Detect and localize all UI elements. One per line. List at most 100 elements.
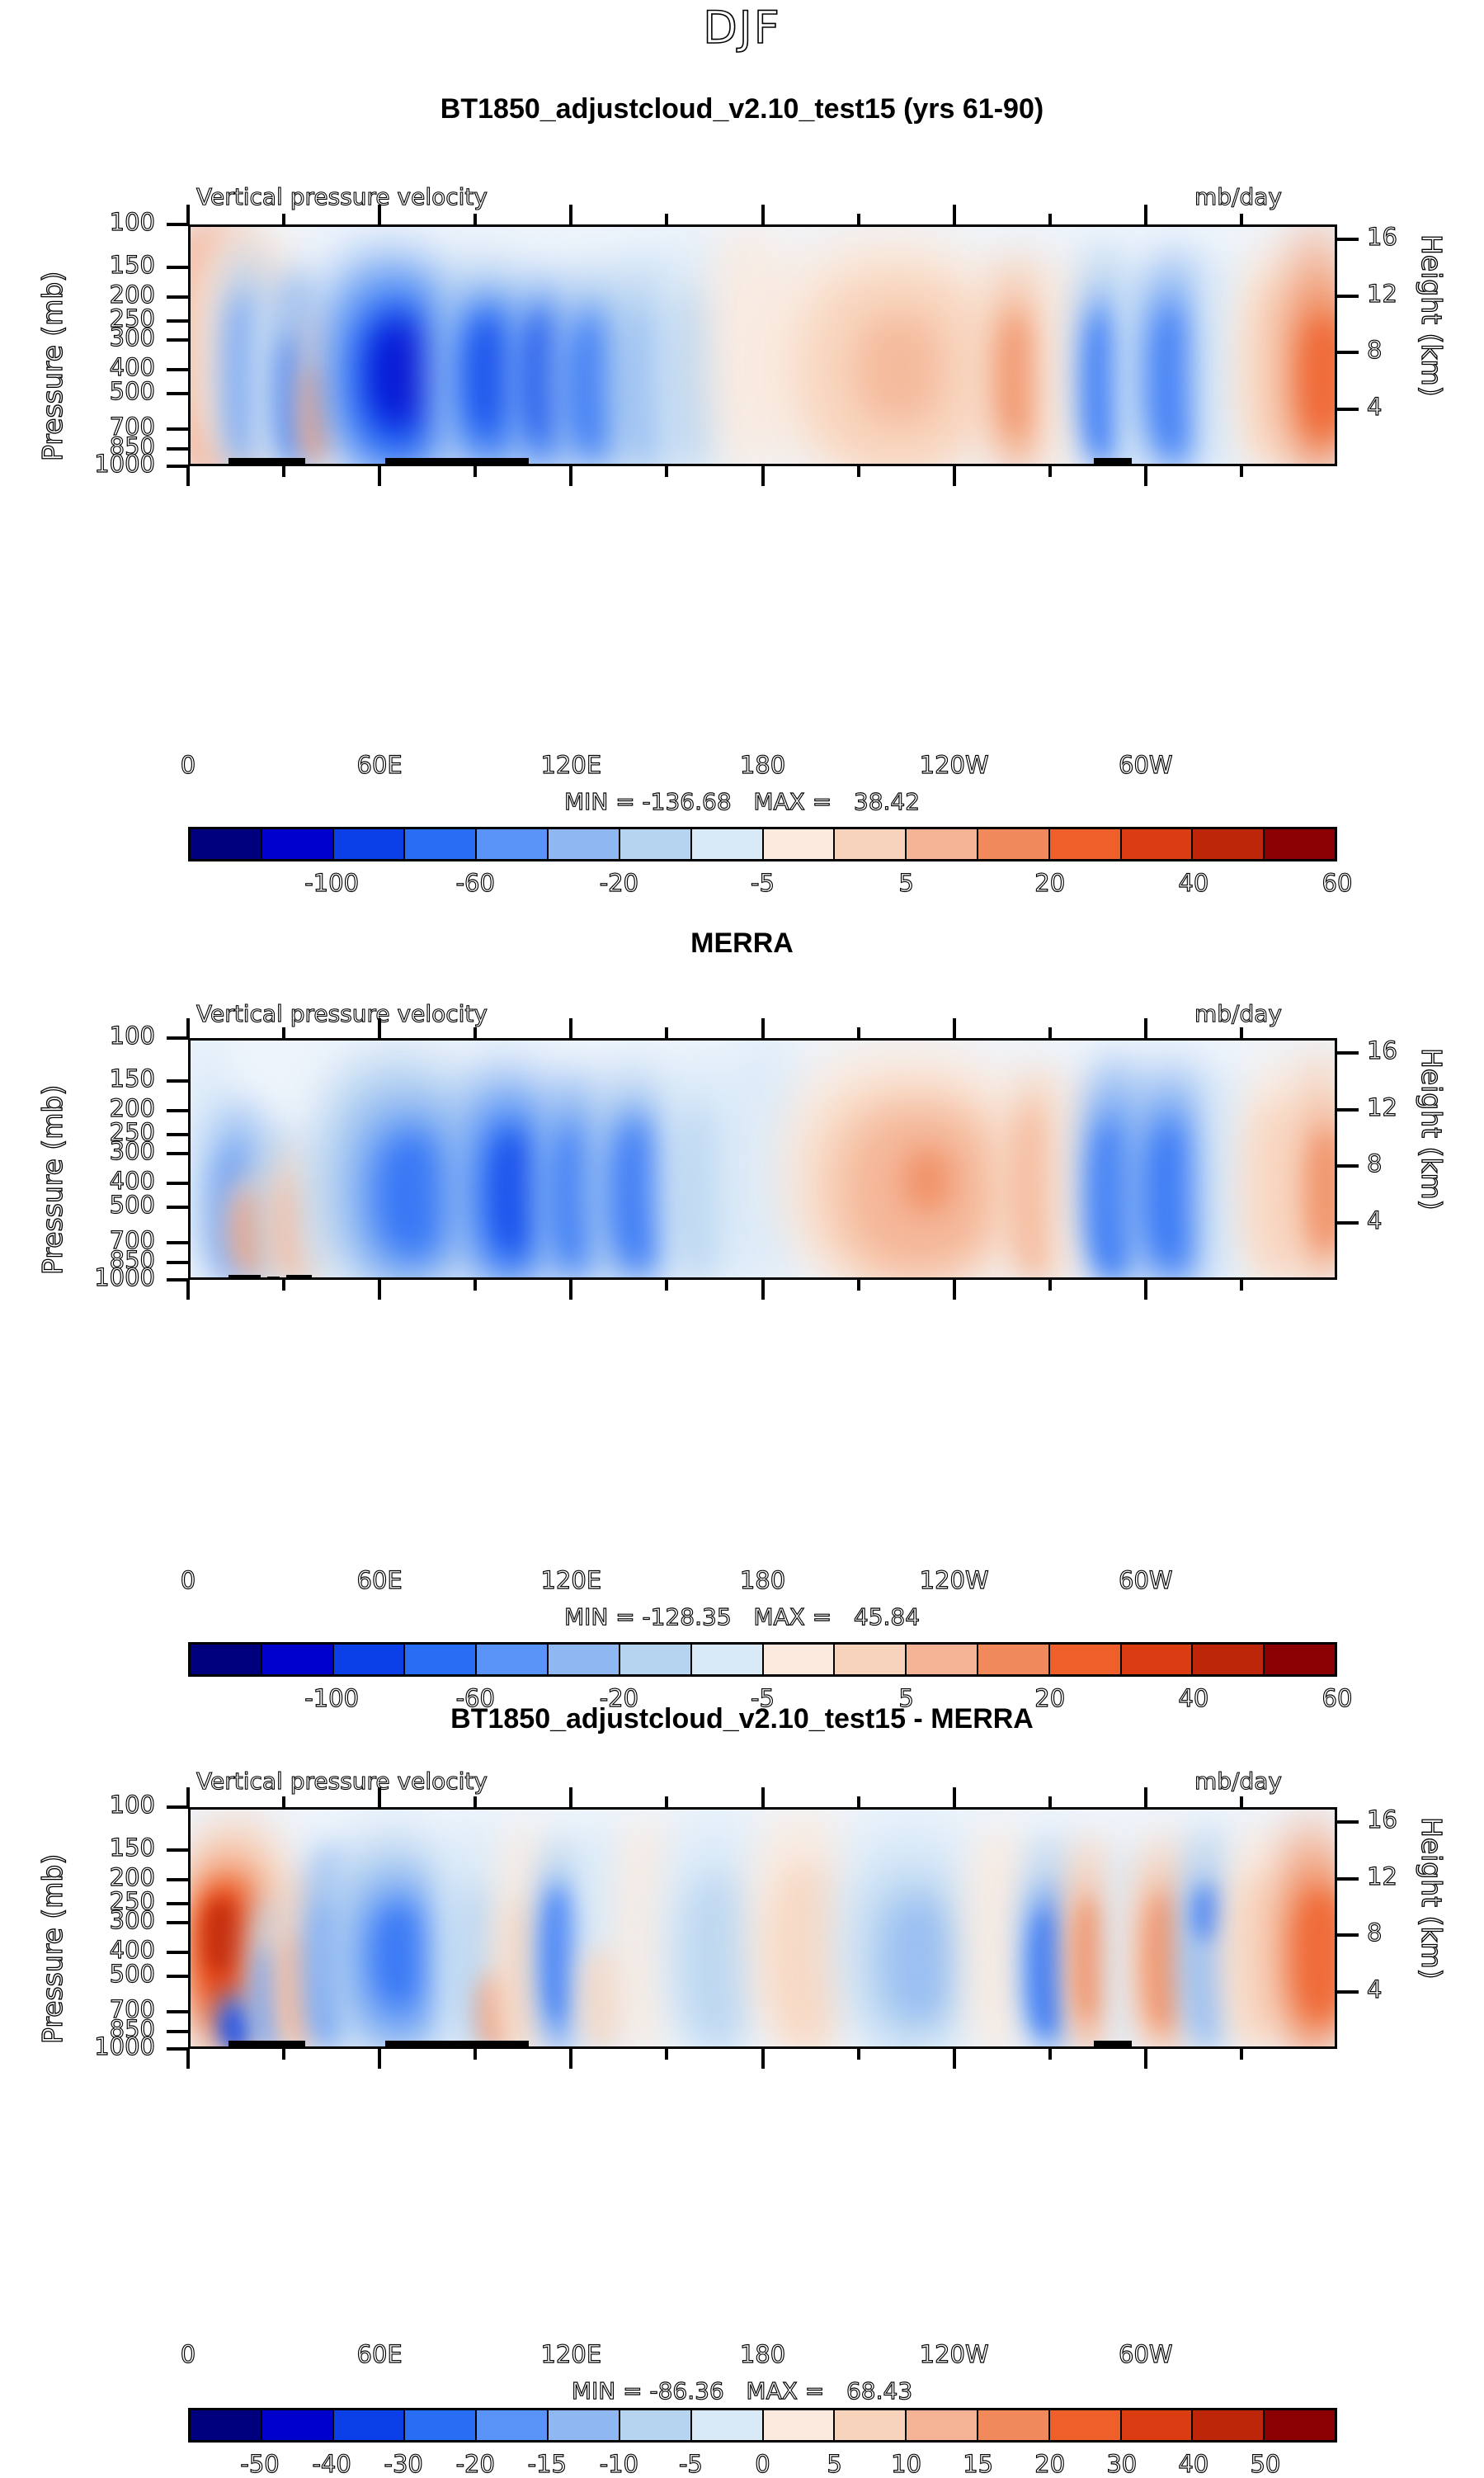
y2-axis-title: Height (km): [1415, 1816, 1448, 1980]
pressure-tick-label: 250: [109, 1886, 156, 1915]
lon-minor-tick-top: [473, 1027, 478, 1038]
colorbar-tick-label: 40: [1178, 1683, 1209, 1712]
y2-axis-title: Height (km): [1415, 234, 1448, 397]
pressure-tick-label: 500: [109, 376, 156, 405]
lon-tick-mark-bottom: [761, 466, 765, 486]
lon-tick-mark-bottom: [952, 1280, 956, 1300]
colorbar-cell: [549, 829, 620, 859]
colorbar-tick-label: 20: [1034, 868, 1066, 897]
pressure-tick-mark: [167, 465, 188, 468]
height-tick-label: 12: [1366, 1862, 1397, 1890]
terrain-mask: [344, 465, 351, 466]
colorbar-cell: [620, 1645, 692, 1674]
lon-tick-mark-top: [761, 1018, 765, 1038]
lon-tick-mark-bottom: [761, 2049, 765, 2069]
terrain-mask: [1094, 458, 1133, 464]
lon-minor-tick-bottom: [473, 1280, 478, 1291]
lon-tick-mark-bottom: [378, 2049, 382, 2069]
lon-tick-mark-top: [952, 1018, 956, 1038]
colorbar-cell: [405, 829, 478, 859]
lon-minor-tick-top: [282, 1027, 286, 1038]
pressure-tick-mark: [167, 1805, 188, 1809]
height-tick-label: 8: [1366, 336, 1383, 365]
lon-minor-tick-bottom: [1048, 466, 1052, 477]
colorbar-cell: [620, 829, 692, 859]
lon-minor-tick-bottom: [282, 2049, 286, 2060]
lon-tick-mark-bottom: [186, 2049, 190, 2069]
pressure-tick-label: 400: [109, 1936, 156, 1965]
lon-tick-label: 120E: [540, 1565, 602, 1594]
lon-minor-tick-bottom: [473, 2049, 478, 2060]
lon-tick-mark-bottom: [378, 1280, 382, 1300]
height-tick-label: 12: [1366, 279, 1397, 308]
colorbar-tick-label: 5: [898, 868, 915, 897]
pressure-tick-label: 250: [109, 1117, 156, 1146]
colorbar-cell: [477, 1645, 549, 1674]
pressure-tick-label: 100: [109, 1021, 156, 1050]
lon-tick-label: 180: [739, 1565, 786, 1594]
lon-tick-label: 180: [739, 750, 786, 779]
pressure-tick-mark: [167, 427, 188, 431]
pressure-tick-label: 150: [109, 1833, 156, 1862]
pressure-tick-label: 500: [109, 1959, 156, 1988]
terrain-mask: [1100, 1278, 1123, 1280]
pressure-tick-mark: [167, 368, 188, 372]
colorbar-cell: [1193, 1645, 1265, 1674]
lon-tick-label: 180: [739, 2339, 786, 2368]
colorbar-panel-diff: [188, 2408, 1337, 2443]
pressure-tick-label: 850: [109, 1246, 156, 1275]
lon-tick-mark-bottom: [1143, 466, 1147, 486]
lon-tick-label: 120W: [919, 750, 989, 779]
lon-tick-label: 60E: [356, 2339, 403, 2368]
lon-minor-tick-bottom: [856, 2049, 860, 2060]
lon-tick-label: 0: [180, 1565, 196, 1594]
pressure-tick-label: 400: [109, 353, 156, 382]
colorbar-cell: [1121, 1645, 1194, 1674]
terrain-mask: [1094, 2041, 1133, 2046]
lon-tick-mark-bottom: [952, 2049, 956, 2069]
colorbar-panel-model: [188, 827, 1337, 861]
lon-minor-tick-bottom: [1048, 1280, 1052, 1291]
colorbar-cell: [691, 2410, 764, 2440]
height-tick-mark: [1337, 294, 1359, 298]
colorbar-cell: [549, 2410, 620, 2440]
lon-minor-tick-bottom: [665, 2049, 669, 2060]
pressure-tick-label: 700: [109, 1994, 156, 2023]
pressure-tick-label: 500: [109, 1190, 156, 1219]
pressure-tick-label: 400: [109, 1167, 156, 1196]
colorbar-cell: [1049, 829, 1122, 859]
pressure-tick-mark: [167, 2047, 188, 2051]
pressure-tick-mark: [167, 2009, 188, 2013]
colorbar-cell: [261, 2410, 334, 2440]
height-tick-mark: [1337, 1990, 1359, 1994]
panel-title-panel-diff: BT1850_adjustcloud_v2.10_test15 - MERRA: [450, 1703, 1034, 1735]
pressure-tick-label: 150: [109, 1064, 156, 1093]
colorbar-tick-label: 40: [1178, 868, 1209, 897]
pressure-tick-label: 850: [109, 432, 156, 461]
lon-tick-mark-top: [1143, 1018, 1147, 1038]
height-tick-mark: [1337, 1933, 1359, 1938]
lon-minor-tick-top: [1239, 1027, 1243, 1038]
colorbar-cell: [1193, 829, 1265, 859]
y2-axis-title: Height (km): [1415, 1047, 1448, 1211]
lon-tick-label: 0: [180, 750, 196, 779]
colorbar-cell: [763, 1645, 836, 1674]
lon-minor-tick-top: [473, 214, 478, 224]
colorbar-tick-label: 20: [1034, 1683, 1066, 1712]
height-tick-label: 4: [1366, 1206, 1383, 1235]
min-max-label-panel-diff: MIN = -86.36 MAX = 68.43: [571, 2377, 913, 2405]
lon-tick-label: 60W: [1118, 750, 1173, 779]
pressure-tick-mark: [167, 337, 188, 342]
lon-minor-tick-bottom: [282, 1280, 286, 1291]
lon-tick-mark-top: [378, 1787, 382, 1807]
colorbar-cell: [333, 829, 406, 859]
pressure-tick-label: 200: [109, 1094, 156, 1123]
colorbar-cell: [907, 2410, 978, 2440]
colorbar-cell: [191, 2410, 262, 2440]
terrain-mask: [286, 1275, 313, 1277]
lon-tick-mark-top: [952, 1787, 956, 1807]
colorbar-cell: [191, 1645, 262, 1674]
pressure-tick-mark: [167, 319, 188, 323]
panel-title-panel-model: BT1850_adjustcloud_v2.10_test15 (yrs 61-…: [440, 93, 1044, 125]
pressure-tick-mark: [167, 447, 188, 451]
